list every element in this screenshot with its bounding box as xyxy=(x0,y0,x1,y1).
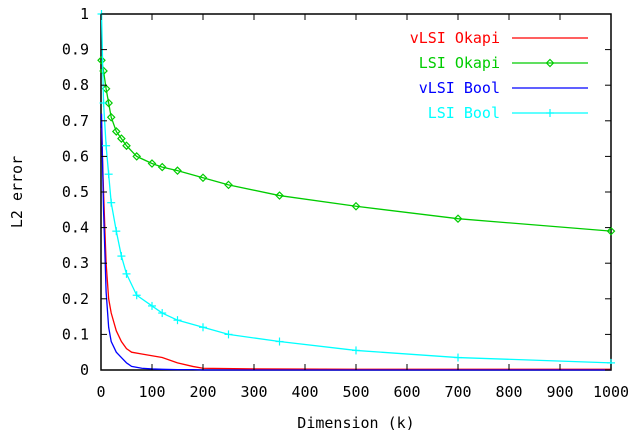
data-point xyxy=(122,141,131,151)
y-tick-label: 0.2 xyxy=(62,290,89,308)
data-point xyxy=(99,99,108,107)
legend-label: vLSI Bool xyxy=(419,79,500,97)
data-point xyxy=(147,159,157,168)
data-point xyxy=(104,170,113,179)
data-point xyxy=(117,252,126,261)
y-tick-label: 0.5 xyxy=(62,183,89,201)
data-point xyxy=(173,316,182,325)
x-axis-label: Dimension (k) xyxy=(297,414,414,432)
data-point xyxy=(99,66,108,76)
legend: vLSI Okapi LSI Okapi vLSI Bool LSI Bool xyxy=(410,29,588,122)
y-tick-label: 0.3 xyxy=(62,254,89,272)
legend-item-lsi-okapi: LSI Okapi xyxy=(419,54,588,72)
series-line-lsi-bool xyxy=(100,13,612,364)
x-tick-label: 800 xyxy=(495,383,522,401)
y-tick-label: 0.7 xyxy=(62,112,89,130)
x-tick-label: 300 xyxy=(240,383,267,401)
y-tick-label: 0.6 xyxy=(62,147,89,165)
data-point xyxy=(111,127,121,136)
series-vlsi-bool xyxy=(100,113,611,371)
series-lsi-bool xyxy=(97,10,615,367)
data-point xyxy=(107,198,116,207)
data-point xyxy=(158,309,167,318)
data-point xyxy=(199,323,207,332)
data-point xyxy=(454,353,462,362)
data-point xyxy=(198,173,208,183)
x-tick-label: 100 xyxy=(138,383,165,401)
legend-label: vLSI Okapi xyxy=(410,29,500,47)
x-tick-label: 900 xyxy=(546,383,573,401)
data-point xyxy=(545,58,555,68)
x-tick-label: 600 xyxy=(393,383,420,401)
x-tick-label: 200 xyxy=(189,383,216,401)
x-tick-label: 500 xyxy=(342,383,369,401)
y-tick-label: 1 xyxy=(80,5,89,23)
data-point xyxy=(546,109,554,117)
x-tick-label: 700 xyxy=(444,383,471,401)
legend-item-lsi-bool: LSI Bool xyxy=(428,104,588,122)
y-tick-label: 0.8 xyxy=(62,76,89,94)
data-point xyxy=(606,226,616,236)
y-tick-label: 0 xyxy=(80,361,89,379)
data-point xyxy=(104,98,113,108)
x-tick-label: 1000 xyxy=(593,383,629,401)
data-point xyxy=(122,269,131,278)
y-axis-label: L2 error xyxy=(8,156,26,228)
legend-label: LSI Bool xyxy=(428,104,500,122)
series-lsi-okapi xyxy=(97,55,616,236)
x-tick-label: 400 xyxy=(291,383,318,401)
data-point xyxy=(351,201,361,211)
data-point xyxy=(275,191,284,200)
legend-item-vlsi-okapi: vLSI Okapi xyxy=(410,29,588,47)
data-point xyxy=(97,55,106,65)
legend-item-vlsi-bool: vLSI Bool xyxy=(419,79,588,97)
data-point xyxy=(224,180,233,190)
data-point xyxy=(275,337,284,346)
data-point xyxy=(148,301,156,310)
data-point xyxy=(132,291,141,300)
ticks-layer: 0 100 200 300 400 500 600 700 800 900 1000 0 0.1 0.2 0… xyxy=(62,5,629,401)
data-point xyxy=(453,214,463,224)
legend-label: LSI Okapi xyxy=(419,54,500,72)
data-point xyxy=(106,112,116,122)
data-point xyxy=(112,227,121,236)
y-tick-label: 0.4 xyxy=(62,219,89,237)
data-point xyxy=(173,166,182,175)
x-tick-label: 0 xyxy=(96,383,105,401)
data-point xyxy=(102,141,111,150)
y-tick-label: 0.9 xyxy=(62,41,89,59)
y-tick-label: 0.1 xyxy=(62,325,89,343)
data-point xyxy=(157,162,167,172)
data-point xyxy=(224,330,233,339)
data-point xyxy=(117,134,126,143)
data-point xyxy=(352,346,360,355)
series-line-vlsi-bool xyxy=(100,113,611,371)
data-point xyxy=(132,152,142,161)
